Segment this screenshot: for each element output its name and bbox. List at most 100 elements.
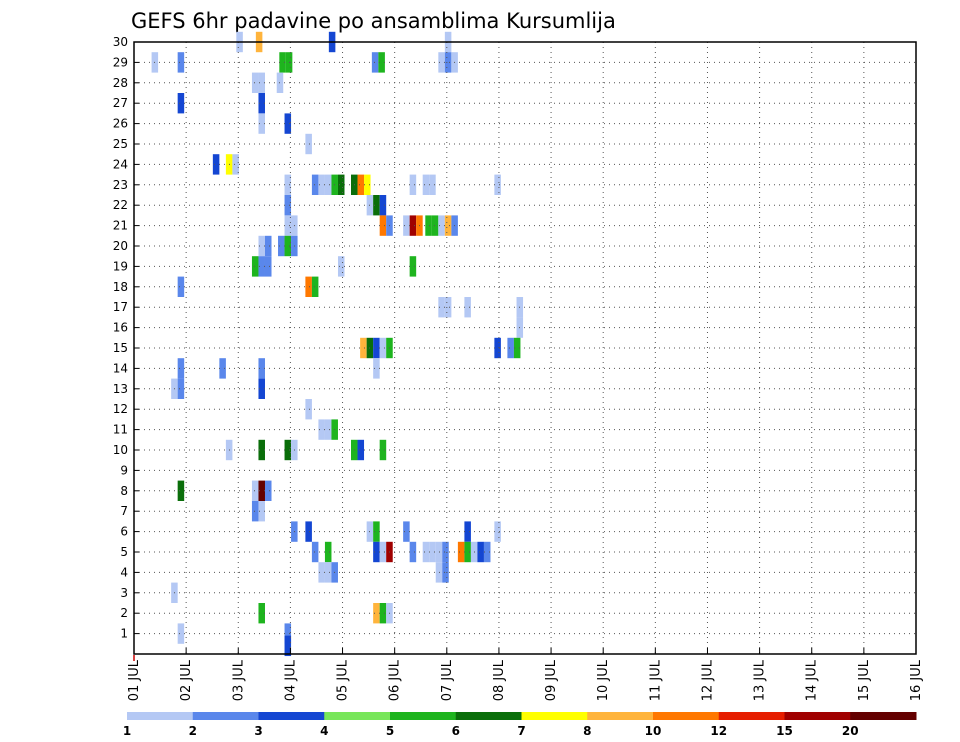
y-tick-label: 20 <box>113 239 128 253</box>
heatmap-cell <box>442 562 449 583</box>
heatmap-cell <box>258 358 265 379</box>
heatmap-cell <box>431 215 439 236</box>
heatmap-cell <box>177 93 185 114</box>
y-tick-label: 6 <box>120 525 128 539</box>
heatmap-cell <box>219 358 226 379</box>
heatmap-cell <box>457 541 465 563</box>
y-tick-label: 19 <box>113 259 128 273</box>
heatmap-cell <box>403 521 410 542</box>
x-tick-label: 12 JUL <box>700 659 715 701</box>
heatmap-cell <box>264 235 272 257</box>
heatmap-cell <box>177 358 185 379</box>
y-tick-label: 25 <box>113 137 128 151</box>
x-axis: 01 JUL 02 JUL 03 JUL 04 JUL 05 JUL 06 JUL 07 J… <box>127 648 924 701</box>
heatmap-cell <box>324 562 332 583</box>
heatmap-cell <box>373 358 380 379</box>
heatmap-cell <box>177 378 185 399</box>
heatmap-cell <box>438 52 445 73</box>
heatmap-cell <box>464 541 471 563</box>
x-tick-label: 11 JUL <box>648 659 663 701</box>
heatmap-cell <box>251 72 259 93</box>
y-tick-label: 12 <box>113 402 128 416</box>
heatmap-cell <box>284 215 292 236</box>
heatmap-cell <box>422 541 430 563</box>
heatmap-cell <box>212 154 220 175</box>
heatmap-cell <box>311 276 319 297</box>
grid-lines <box>134 42 916 654</box>
heatmap-cell <box>258 72 265 93</box>
x-tick-label: 08 JUL <box>492 659 507 701</box>
heatmap-cell <box>379 439 387 461</box>
legend-label: 6 <box>452 724 460 738</box>
heatmap-cell <box>318 562 325 583</box>
y-tick-label: 27 <box>113 96 128 110</box>
heatmap-cells <box>151 31 524 657</box>
heatmap-cell <box>444 215 452 236</box>
heatmap-cell <box>464 297 471 318</box>
heatmap-cell <box>379 215 387 236</box>
heatmap-cell <box>444 297 452 318</box>
heatmap-cell <box>435 562 443 583</box>
y-tick-label: 24 <box>113 157 128 171</box>
y-tick-label: 7 <box>120 504 128 518</box>
legend-label: 4 <box>320 724 328 738</box>
y-tick-label: 23 <box>113 178 128 192</box>
y-tick-label: 26 <box>113 117 128 131</box>
y-tick-label: 16 <box>113 321 128 335</box>
heatmap-cell <box>371 52 379 73</box>
chart-title: GEFS 6hr padavine po ansamblima Kursumli… <box>131 9 616 33</box>
heatmap-cell <box>324 174 332 195</box>
legend-swatch <box>455 712 522 720</box>
color-legend: 1 2 3 4 5 6 7 8 10 12 15 20 <box>123 712 917 738</box>
heatmap-cell <box>258 603 265 624</box>
heatmap-cell <box>409 174 417 195</box>
legend-swatch <box>784 712 851 720</box>
y-tick-label: 11 <box>113 423 128 437</box>
heatmap-cell <box>251 501 259 522</box>
heatmap-cell <box>403 215 410 236</box>
heatmap-cell <box>373 195 380 216</box>
x-tick-label: 15 JUL <box>857 659 872 701</box>
y-tick-label: 1 <box>120 627 128 641</box>
heatmap-cell <box>177 276 185 297</box>
x-tick-label: 09 JUL <box>544 659 559 701</box>
legend-swatch <box>324 712 391 720</box>
heatmap-cell <box>494 521 501 542</box>
x-tick-label: 07 JUL <box>440 659 455 701</box>
heatmap-cell <box>258 439 265 461</box>
heatmap-cell <box>494 337 501 359</box>
heatmap-cell <box>324 419 332 440</box>
y-tick-label: 17 <box>113 300 128 314</box>
y-tick-label: 22 <box>113 198 128 212</box>
legend-label: 5 <box>386 724 394 738</box>
legend-swatch <box>718 712 785 720</box>
heatmap-cell <box>337 174 345 195</box>
legend-swatch <box>521 712 588 720</box>
heatmap-cell <box>373 541 380 563</box>
y-axis: 1234567891011121314151617181920212223242… <box>113 35 139 641</box>
x-tick-label: 10 JUL <box>596 659 611 701</box>
y-tick-label: 13 <box>113 382 128 396</box>
legend-swatch <box>653 712 720 720</box>
heatmap-cell <box>258 93 265 114</box>
heatmap-cell <box>251 480 259 501</box>
y-tick-label: 10 <box>113 443 128 457</box>
y-tick-label: 2 <box>120 606 128 620</box>
heatmap-cell <box>284 623 292 644</box>
heatmap-cell <box>305 276 312 297</box>
y-tick-label: 5 <box>120 545 128 559</box>
heatmap-cell <box>284 235 292 257</box>
legend-label: 3 <box>254 724 262 738</box>
heatmap-cell <box>444 52 452 73</box>
heatmap-cell <box>429 174 436 195</box>
legend-swatch <box>127 712 194 720</box>
x-tick-label: 06 JUL <box>388 659 403 701</box>
heatmap-cell <box>258 501 265 522</box>
heatmap-cell <box>258 480 265 501</box>
heatmap-cell <box>494 174 501 195</box>
y-tick-label: 8 <box>120 484 128 498</box>
heatmap-cell <box>429 541 436 563</box>
legend-label: 15 <box>776 724 793 738</box>
legend-swatch <box>258 712 325 720</box>
